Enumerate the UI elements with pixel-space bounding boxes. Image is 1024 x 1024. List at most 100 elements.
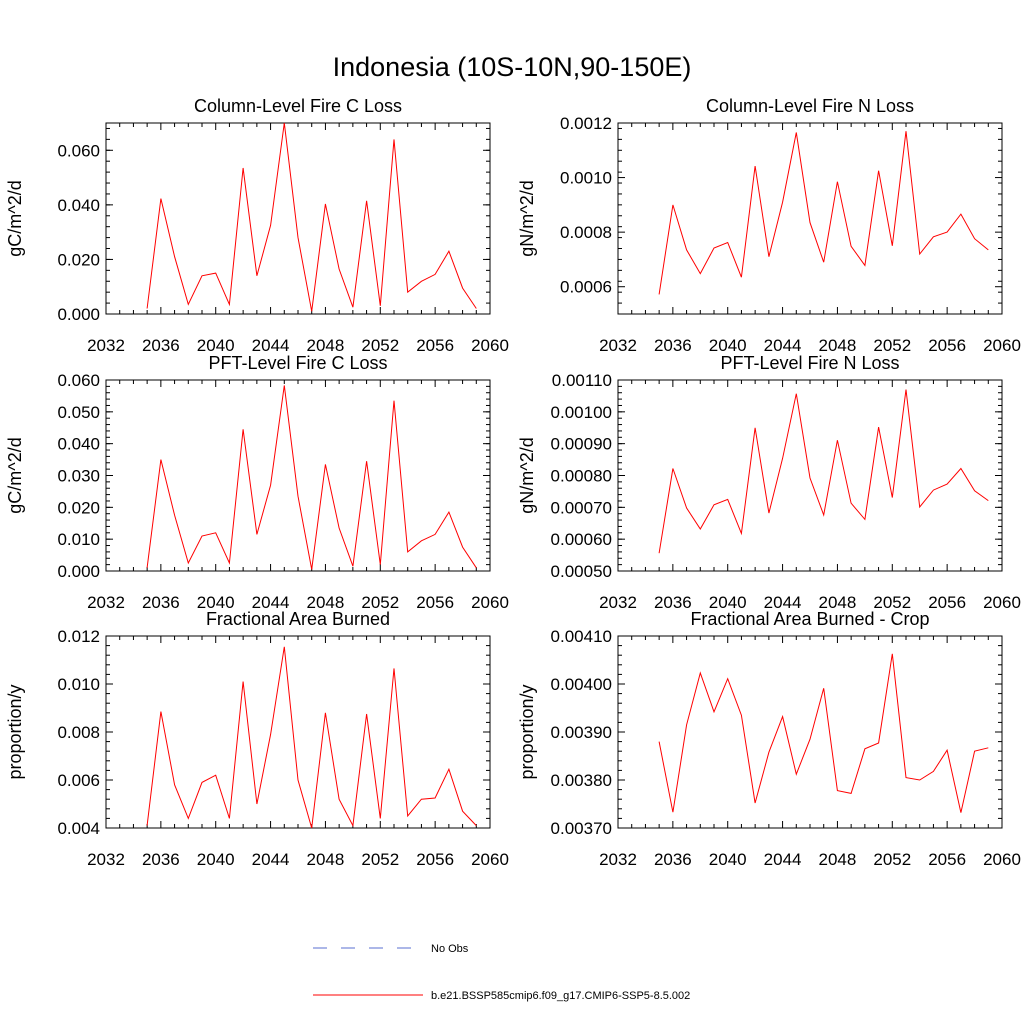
x-tick-label: 2040: [197, 593, 235, 612]
x-tick-label: 2040: [709, 336, 747, 355]
plot-frame: [617, 635, 1003, 829]
chart-panel-1: 2032 2036 2040 2044 2048 2052 2056 2060 0.000 0.0…: [5, 96, 509, 355]
y-tick-label: 0.020: [57, 250, 100, 269]
x-tick-label: 2056: [416, 593, 454, 612]
y-axis-label: gN/m^2/d: [517, 437, 537, 513]
x-tick-label: 2036: [142, 593, 180, 612]
y-tick-label: 0.0010: [560, 169, 612, 188]
x-tick-label: 2052: [873, 593, 911, 612]
y-tick-label: 0.00380: [551, 771, 612, 790]
x-tick-label: 2056: [928, 593, 966, 612]
x-tick-label: 2060: [983, 850, 1021, 869]
x-tick-label: 2040: [197, 336, 235, 355]
y-tick-label: 0.012: [57, 627, 100, 646]
panels-group: 2032 2036 2040 2044 2048 2052 2056 2060 0.000 0.0…: [5, 96, 1021, 869]
x-tick-label: 2036: [142, 850, 180, 869]
x-tick-label: 2056: [928, 336, 966, 355]
plot-frame: [105, 379, 491, 572]
y-tick-label: 0.010: [57, 530, 100, 549]
x-tick-label: 2036: [654, 336, 692, 355]
x-tick-label: 2052: [873, 850, 911, 869]
x-tick-label: 2052: [873, 336, 911, 355]
y-tick-label: 0.0006: [560, 278, 612, 297]
x-tick-label: 2032: [599, 850, 637, 869]
x-tick-label: 2044: [764, 336, 802, 355]
y-tick-label: 0.030: [57, 467, 100, 486]
x-tick-label: 2048: [819, 336, 857, 355]
panel-title: Fractional Area Burned: [206, 609, 390, 629]
y-tick-label: 0.00050: [551, 562, 612, 581]
y-tick-label: 0.00400: [551, 675, 612, 694]
chart-panel-2: 2032 2036 2040 2044 2048 2052 2056 2060 0.0006 0.…: [517, 96, 1021, 355]
page-title: Indonesia (10S-10N,90-150E): [333, 52, 692, 82]
legend-obs-label: No Obs: [431, 943, 469, 955]
plot-frame: [617, 122, 1003, 315]
legend-model-label: b.e21.BSSP585cmip6.f09_g17.CMIP6-SSP5-8.…: [431, 990, 690, 1002]
x-tick-label: 2040: [197, 850, 235, 869]
x-tick-label: 2056: [416, 850, 454, 869]
series-line: [146, 646, 477, 829]
plot-frame: [105, 635, 491, 829]
x-tick-label: 2056: [928, 850, 966, 869]
x-tick-label: 2048: [819, 850, 857, 869]
y-tick-label: 0.008: [57, 723, 100, 742]
x-tick-label: 2060: [983, 336, 1021, 355]
x-tick-label: 2048: [819, 593, 857, 612]
x-tick-label: 2060: [471, 336, 509, 355]
x-tick-label: 2032: [599, 593, 637, 612]
series-line: [658, 131, 989, 295]
y-axis-label: proportion/y: [5, 684, 25, 779]
x-tick-label: 2044: [764, 850, 802, 869]
chart-panel-5: 2032 2036 2040 2044 2048 2052 2056 2060 0.004 0.0…: [5, 609, 509, 869]
series-line: [146, 385, 477, 570]
y-tick-label: 0.00100: [551, 403, 612, 422]
x-tick-label: 2048: [307, 593, 345, 612]
y-axis-label: proportion/y: [517, 684, 537, 779]
y-tick-label: 0.040: [57, 435, 100, 454]
y-tick-label: 0.010: [57, 675, 100, 694]
x-tick-label: 2044: [252, 593, 290, 612]
y-tick-label: 0.0012: [560, 114, 612, 133]
y-tick-label: 0.000: [57, 305, 100, 324]
y-tick-label: 0.040: [57, 196, 100, 215]
chart-panel-4: 2032 2036 2040 2044 2048 2052 2056 2060 0.00050 0…: [517, 353, 1021, 612]
y-tick-label: 0.0008: [560, 223, 612, 242]
chart-panel-6: 2032 2036 2040 2044 2048 2052 2056 2060 0.00370 0…: [517, 609, 1021, 869]
panel-title: PFT-Level Fire C Loss: [208, 353, 387, 373]
x-tick-label: 2044: [252, 850, 290, 869]
x-tick-label: 2048: [307, 850, 345, 869]
x-tick-label: 2052: [361, 593, 399, 612]
x-tick-label: 2032: [599, 336, 637, 355]
panel-title: PFT-Level Fire N Loss: [720, 353, 899, 373]
y-tick-label: 0.00080: [551, 467, 612, 486]
y-tick-label: 0.050: [57, 403, 100, 422]
x-tick-label: 2032: [87, 850, 125, 869]
x-tick-label: 2044: [252, 336, 290, 355]
y-axis-label: gC/m^2/d: [5, 180, 25, 256]
y-tick-label: 0.020: [57, 498, 100, 517]
series-line: [146, 122, 477, 312]
x-tick-label: 2060: [471, 850, 509, 869]
y-tick-label: 0.00410: [551, 627, 612, 646]
y-tick-label: 0.00090: [551, 435, 612, 454]
x-tick-label: 2036: [654, 850, 692, 869]
x-tick-label: 2036: [142, 336, 180, 355]
panel-title: Fractional Area Burned - Crop: [690, 609, 929, 629]
x-tick-label: 2032: [87, 336, 125, 355]
y-axis-label: gN/m^2/d: [517, 180, 537, 256]
y-tick-label: 0.00060: [551, 530, 612, 549]
y-tick-label: 0.00070: [551, 498, 612, 517]
x-tick-label: 2052: [361, 336, 399, 355]
series-line: [658, 653, 989, 813]
x-tick-label: 2060: [983, 593, 1021, 612]
legend: No Obs b.e21.BSSP585cmip6.f09_g17.CMIP6-…: [313, 943, 690, 1002]
x-tick-label: 2056: [416, 336, 454, 355]
panel-title: Column-Level Fire N Loss: [706, 96, 914, 116]
y-tick-label: 0.000: [57, 562, 100, 581]
y-tick-label: 0.00110: [552, 371, 612, 390]
x-tick-label: 2044: [764, 593, 802, 612]
y-tick-label: 0.00370: [551, 819, 612, 838]
x-tick-label: 2060: [471, 593, 509, 612]
panel-title: Column-Level Fire C Loss: [194, 96, 402, 116]
